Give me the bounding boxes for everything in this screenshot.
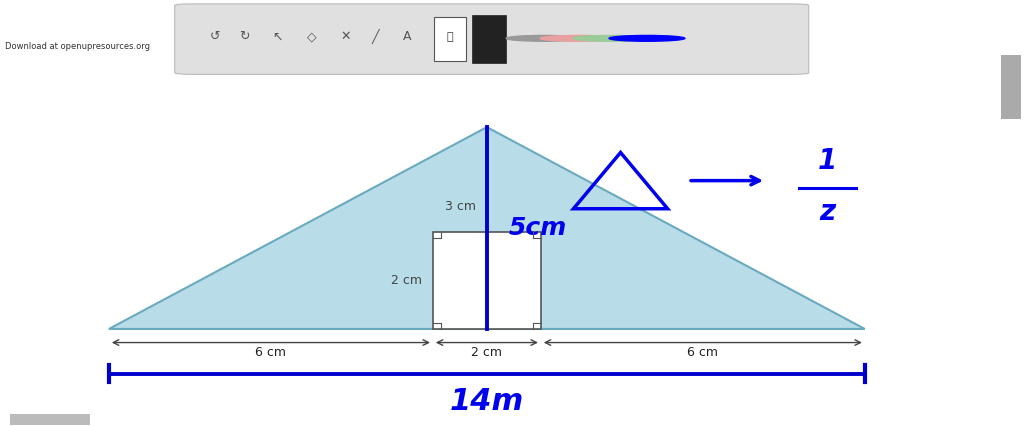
Circle shape bbox=[540, 35, 616, 41]
Text: ↻: ↻ bbox=[240, 30, 250, 43]
Bar bbox=[433, 232, 541, 329]
Text: 5cm: 5cm bbox=[509, 216, 566, 240]
Text: 3 cm: 3 cm bbox=[445, 199, 476, 213]
FancyBboxPatch shape bbox=[434, 17, 466, 61]
Text: ◇: ◇ bbox=[307, 30, 316, 43]
Circle shape bbox=[609, 35, 685, 41]
Circle shape bbox=[573, 35, 649, 41]
Circle shape bbox=[506, 35, 582, 41]
Text: ╱: ╱ bbox=[372, 29, 379, 44]
Text: A: A bbox=[403, 30, 412, 43]
Polygon shape bbox=[109, 127, 865, 329]
Text: 6 cm: 6 cm bbox=[255, 345, 287, 359]
Text: ✕: ✕ bbox=[340, 30, 350, 43]
Text: 1: 1 bbox=[818, 147, 837, 175]
Text: 2 cm: 2 cm bbox=[391, 274, 422, 287]
Text: ↖: ↖ bbox=[272, 30, 283, 43]
FancyBboxPatch shape bbox=[175, 4, 809, 75]
Text: 2 cm: 2 cm bbox=[471, 345, 503, 359]
Text: 🖼: 🖼 bbox=[446, 32, 454, 42]
Bar bbox=[10, 414, 90, 425]
Text: ↺: ↺ bbox=[209, 30, 220, 43]
FancyBboxPatch shape bbox=[472, 15, 506, 63]
Text: 14m: 14m bbox=[450, 387, 524, 416]
Text: z: z bbox=[819, 198, 836, 226]
Text: Download at openupresources.org: Download at openupresources.org bbox=[5, 41, 150, 51]
Text: 6 cm: 6 cm bbox=[687, 345, 719, 359]
Bar bbox=[1001, 55, 1022, 119]
